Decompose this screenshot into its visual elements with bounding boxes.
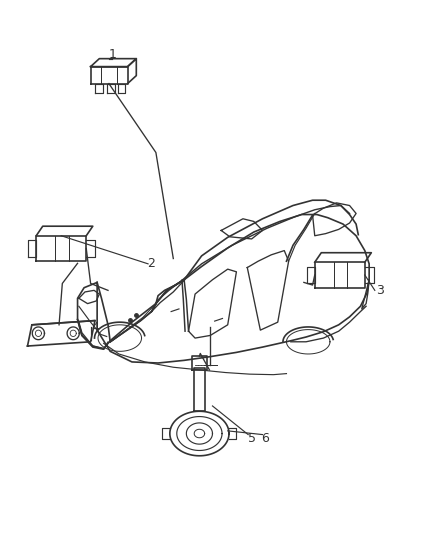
Text: 1: 1 bbox=[109, 48, 117, 61]
Text: 5: 5 bbox=[247, 432, 256, 446]
Text: 4: 4 bbox=[91, 321, 99, 334]
Text: 6: 6 bbox=[261, 432, 268, 446]
Text: 2: 2 bbox=[148, 257, 155, 270]
Text: 3: 3 bbox=[376, 284, 384, 297]
